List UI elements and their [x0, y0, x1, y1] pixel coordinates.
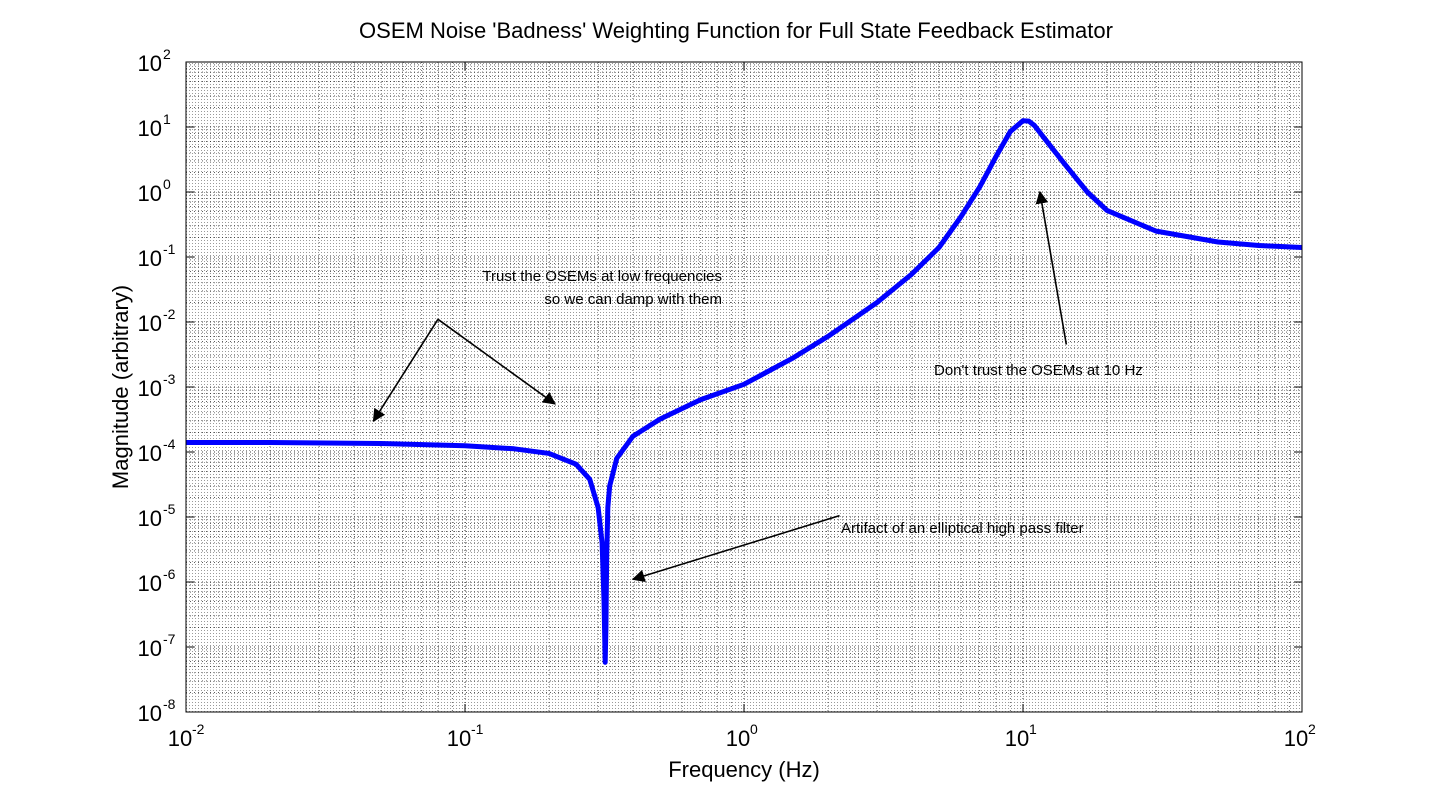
x-tick-base: 10	[1284, 726, 1308, 751]
y-tick-label: 10 1	[138, 111, 171, 141]
y-tick-base: 10	[138, 311, 162, 336]
y-tick-base: 10	[138, 376, 162, 401]
x-tick-labels: 10 -2 10 -1 10 0 10 1 10 2	[168, 721, 1316, 751]
y-tick-base: 10	[138, 506, 162, 531]
y-tick-exponent: -6	[163, 566, 176, 582]
y-tick-exponent: -8	[163, 696, 176, 712]
x-tick-exponent: -2	[192, 721, 205, 737]
x-tick-label: 10 -2	[168, 721, 205, 751]
y-tick-exponent: -7	[163, 631, 176, 647]
annotation-arrow	[631, 514, 840, 583]
x-tick-label: 10 -1	[447, 721, 484, 751]
x-axis-label: Frequency (Hz)	[668, 757, 820, 782]
x-tick-base: 10	[726, 726, 750, 751]
y-tick-base: 10	[138, 51, 162, 76]
x-tick-exponent: 2	[1308, 721, 1316, 737]
x-tick-exponent: -1	[471, 721, 484, 737]
annotation-arrow	[437, 318, 556, 405]
annotation-text: so we can damp with them	[544, 291, 722, 308]
annotation: Artifact of an elliptical high pass filt…	[631, 514, 1084, 583]
chart-title: OSEM Noise 'Badness' Weighting Function …	[359, 18, 1113, 43]
y-tick-label: 10 -2	[138, 306, 176, 336]
x-tick-exponent: 0	[750, 721, 758, 737]
annotation-arrow	[1035, 190, 1068, 345]
x-tick-label: 10 0	[726, 721, 758, 751]
y-tick-base: 10	[138, 441, 162, 466]
y-tick-label: 10 -3	[138, 371, 176, 401]
y-tick-label: 10 2	[138, 46, 171, 76]
x-tick-exponent: 1	[1029, 721, 1037, 737]
x-tick-base: 10	[1005, 726, 1029, 751]
y-tick-base: 10	[138, 571, 162, 596]
y-tick-exponent: -3	[163, 371, 176, 387]
y-tick-base: 10	[138, 181, 162, 206]
y-tick-base: 10	[138, 636, 162, 661]
y-tick-label: 10 -7	[138, 631, 176, 661]
annotation: Trust the OSEMs at low frequencies so we …	[372, 268, 722, 423]
y-tick-label: 10 0	[138, 176, 171, 206]
annotation-text: Don't trust the OSEMs at 10 Hz	[934, 362, 1143, 379]
y-tick-label: 10 -4	[138, 436, 176, 466]
x-tick-base: 10	[447, 726, 471, 751]
y-tick-base: 10	[138, 701, 162, 726]
y-tick-base: 10	[138, 246, 162, 271]
series-line	[186, 118, 1303, 665]
x-tick-label: 10 1	[1005, 721, 1037, 751]
y-tick-label: 10 -5	[138, 501, 176, 531]
annotation-layer: Trust the OSEMs at low frequencies so we …	[372, 190, 1143, 583]
x-tick-base: 10	[168, 726, 192, 751]
y-tick-exponent: -5	[163, 501, 176, 517]
y-tick-label: 10 -6	[138, 566, 176, 596]
y-tick-marks	[186, 61, 1302, 713]
annotation-text: Artifact of an elliptical high pass filt…	[841, 520, 1084, 537]
annotation-arrow	[372, 318, 439, 423]
y-tick-label: 10 -1	[138, 241, 176, 271]
x-tick-label: 10 2	[1284, 721, 1316, 751]
y-tick-exponent: -4	[163, 436, 176, 452]
series-layer	[186, 118, 1303, 665]
x-tick-marks	[185, 62, 1303, 712]
annotation: Don't trust the OSEMs at 10 Hz	[934, 190, 1143, 379]
y-tick-exponent: -1	[163, 241, 176, 257]
y-tick-exponent: 2	[163, 46, 171, 62]
y-tick-label: 10 -8	[138, 696, 176, 726]
annotation-text: Trust the OSEMs at low frequencies	[482, 268, 722, 285]
y-tick-exponent: 0	[163, 176, 171, 192]
y-tick-exponent: 1	[163, 111, 171, 127]
y-tick-base: 10	[138, 116, 162, 141]
y-axis-label: Magnitude (arbitrary)	[108, 285, 133, 489]
y-tick-exponent: -2	[163, 306, 176, 322]
